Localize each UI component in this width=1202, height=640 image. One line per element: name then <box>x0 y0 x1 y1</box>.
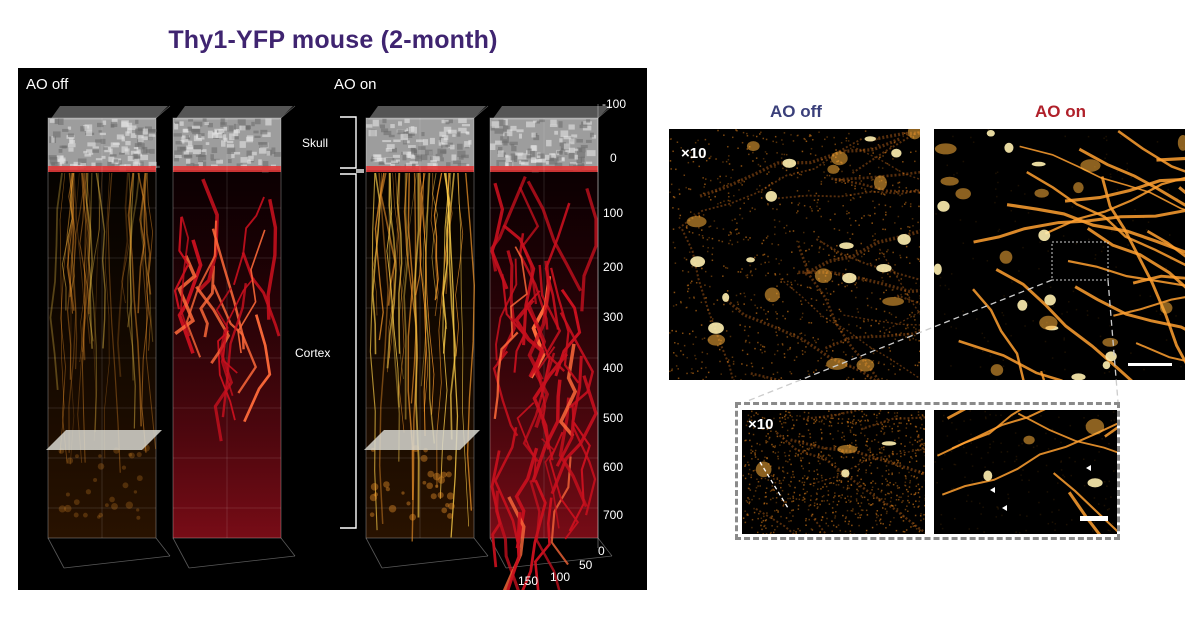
ao-on-zoom-micrograph <box>934 410 1117 534</box>
ao-off-volume-label: AO off <box>26 76 69 93</box>
gain-label-zoom: ×10 <box>748 416 774 433</box>
skull-label: Skull <box>302 136 329 150</box>
depth-tick: 100 <box>603 206 624 220</box>
ao-on-header: AO on <box>1035 102 1086 121</box>
ao-off-image <box>669 129 920 380</box>
base-tick: 150 <box>518 574 539 588</box>
depth-tick: 300 <box>603 310 624 324</box>
depth-tick: -100 <box>602 97 627 111</box>
depth-tick: 600 <box>603 460 624 474</box>
ao-off-zoom-micrograph: ×10 <box>742 410 925 534</box>
ao-on-image <box>934 129 1185 380</box>
gain-label: ×10 <box>681 145 707 162</box>
base-tick: 0 <box>598 544 605 558</box>
base-tick: 50 <box>579 558 593 572</box>
depth-tick: 700 <box>603 508 624 522</box>
ao-off-zoom-image <box>742 410 925 534</box>
ao-on-volume-label: AO on <box>334 76 377 93</box>
ao-on-micrograph <box>934 129 1185 380</box>
volume-panel: AO off AO on Skull Cortex -100 0 100 200… <box>18 68 647 590</box>
figure-title: Thy1-YFP mouse (2-month) <box>168 26 498 54</box>
volume-render <box>46 104 613 590</box>
cortex-label: Cortex <box>295 346 331 360</box>
zoom-frame <box>735 402 1120 540</box>
depth-tick: 400 <box>603 361 624 375</box>
depth-tick: 500 <box>603 411 624 425</box>
depth-tick: 0 <box>610 151 617 165</box>
base-tick: 100 <box>550 570 571 584</box>
depth-tick: 200 <box>603 260 624 274</box>
ao-on-zoom-image <box>934 410 1117 534</box>
ao-off-micrograph: ×10 <box>669 129 920 380</box>
ao-off-header: AO off <box>770 102 822 121</box>
